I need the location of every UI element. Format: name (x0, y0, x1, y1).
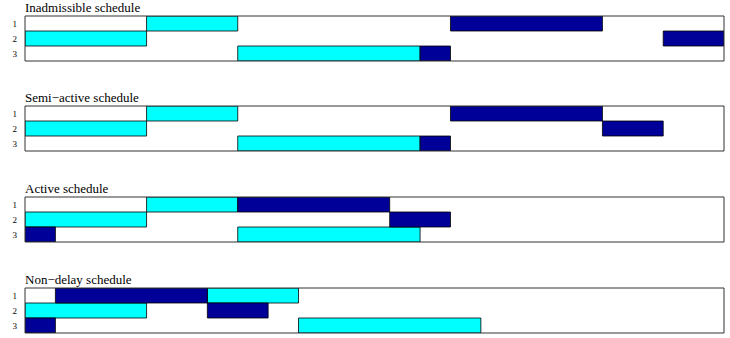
svg-text:1: 1 (13, 109, 18, 119)
svg-text:1: 1 (13, 291, 18, 301)
svg-text:2: 2 (13, 34, 18, 44)
svg-text:3: 3 (13, 321, 18, 331)
svg-text:2: 2 (13, 306, 18, 316)
html-text:Active schedule: Active schedule (25, 181, 109, 196)
svg-text:3: 3 (13, 230, 18, 240)
svg-text:3: 3 (13, 49, 18, 59)
svg-text:2: 2 (13, 124, 18, 134)
svg-text:1: 1 (13, 19, 18, 29)
svg-text:2: 2 (13, 215, 18, 225)
svg-text:1: 1 (13, 200, 18, 210)
html-text:Semi−active schedule: Semi−active schedule (25, 90, 139, 105)
html-text:Non−delay schedule: Non−delay schedule (25, 272, 132, 287)
svg-text:3: 3 (13, 139, 18, 149)
html-text:Inadmissible schedule: Inadmissible schedule (25, 0, 141, 15)
